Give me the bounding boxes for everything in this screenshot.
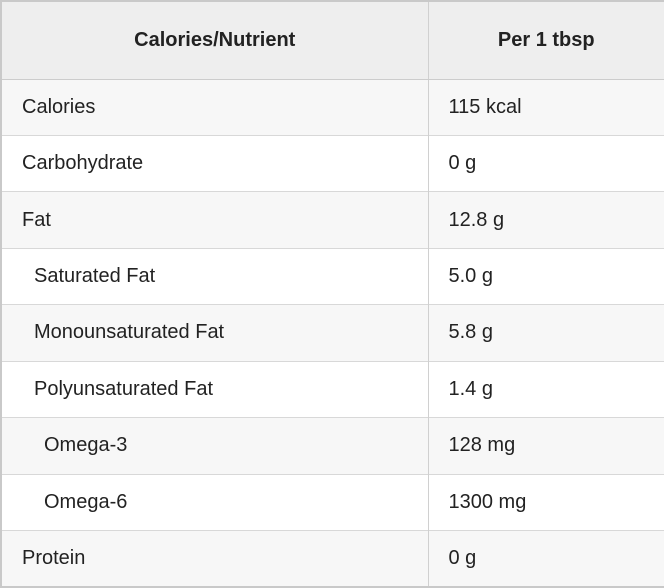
nutrient-value: 5.0 g	[427, 247, 664, 305]
column-header-amount: Per 1 tbsp	[427, 1, 664, 80]
nutrient-label: Fat	[1, 191, 428, 249]
nutrient-value: 1300 mg	[427, 473, 664, 531]
nutrient-label: Omega-6	[1, 473, 428, 531]
column-header-nutrient: Calories/Nutrient	[1, 1, 428, 80]
table-row-calories: Calories 115 kcal	[1, 78, 664, 136]
nutrient-value: 115 kcal	[427, 78, 664, 136]
nutrient-value: 1.4 g	[427, 360, 664, 418]
nutrient-value: 128 mg	[427, 417, 664, 475]
nutrient-label: Protein	[1, 530, 428, 587]
table-row-omega-3: Omega-3 128 mg	[1, 417, 664, 475]
table-row-monounsaturated-fat: Monounsaturated Fat 5.8 g	[1, 304, 664, 362]
table-row-saturated-fat: Saturated Fat 5.0 g	[1, 247, 664, 305]
nutrient-label: Carbohydrate	[1, 134, 428, 192]
table-row-fat: Fat 12.8 g	[1, 191, 664, 249]
header-row: Calories/Nutrient Per 1 tbsp	[1, 1, 664, 80]
table-row-polyunsaturated-fat: Polyunsaturated Fat 1.4 g	[1, 360, 664, 418]
nutrient-value: 5.8 g	[427, 304, 664, 362]
nutrient-label: Saturated Fat	[1, 247, 428, 305]
nutrient-label: Omega-3	[1, 417, 428, 475]
nutrient-value: 12.8 g	[427, 191, 664, 249]
table-row-protein: Protein 0 g	[1, 530, 664, 587]
nutrient-label: Monounsaturated Fat	[1, 304, 428, 362]
nutrient-label: Calories	[1, 78, 428, 136]
nutrient-label: Polyunsaturated Fat	[1, 360, 428, 418]
table-row-carbohydrate: Carbohydrate 0 g	[1, 134, 664, 192]
table-row-omega-6: Omega-6 1300 mg	[1, 473, 664, 531]
nutrient-value: 0 g	[427, 530, 664, 587]
nutrient-value: 0 g	[427, 134, 664, 192]
